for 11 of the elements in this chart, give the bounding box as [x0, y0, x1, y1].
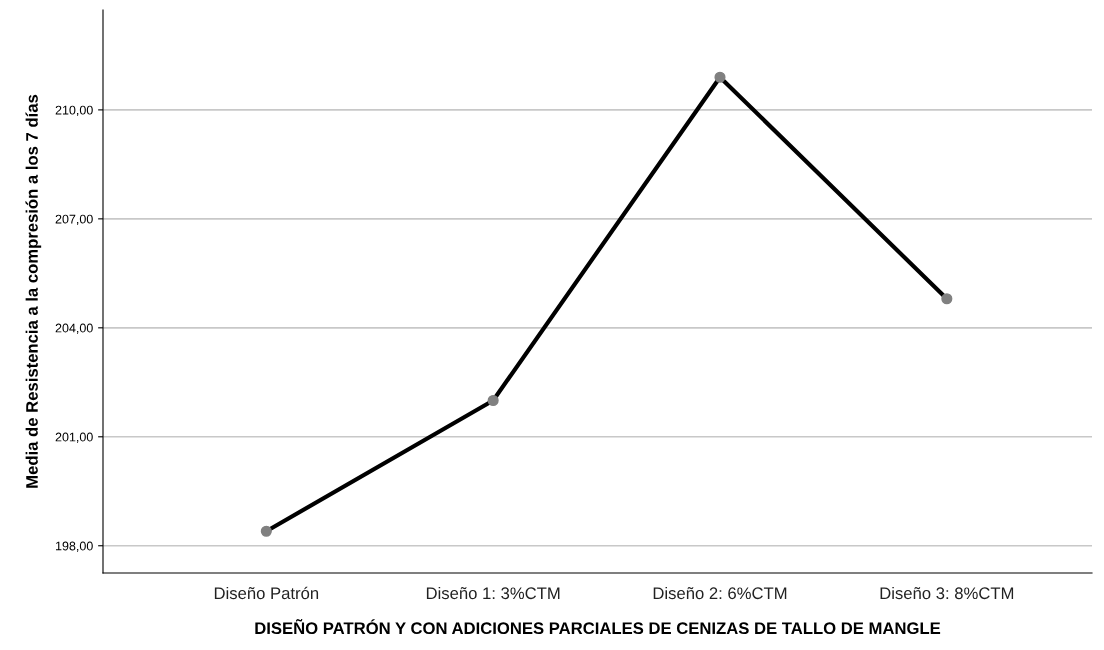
y-tick-label: 201,00	[55, 432, 93, 443]
y-tick-label: 198,00	[56, 541, 93, 552]
x-tick-label: Diseño Patrón	[214, 586, 319, 600]
y-tick-label: 207,00	[55, 214, 93, 225]
y-tick-label: 204,00	[55, 323, 93, 334]
y-axis-title: Media de Resistencia a la compresión a los 7 días	[25, 94, 42, 488]
x-tick-label: Diseño 3: 8%CTM	[880, 586, 1014, 600]
x-tick-label: Diseño 1: 3%CTM	[426, 586, 560, 600]
y-tick-label: 210,00	[55, 105, 93, 117]
x-axis-title: DISEÑO PATRÓN Y CON ADICIONES PARCIALES DE CENIZAS DE TALLO DE MANGLE	[255, 619, 941, 635]
x-tick-label: Diseño 2: 6%CTM	[653, 586, 787, 600]
